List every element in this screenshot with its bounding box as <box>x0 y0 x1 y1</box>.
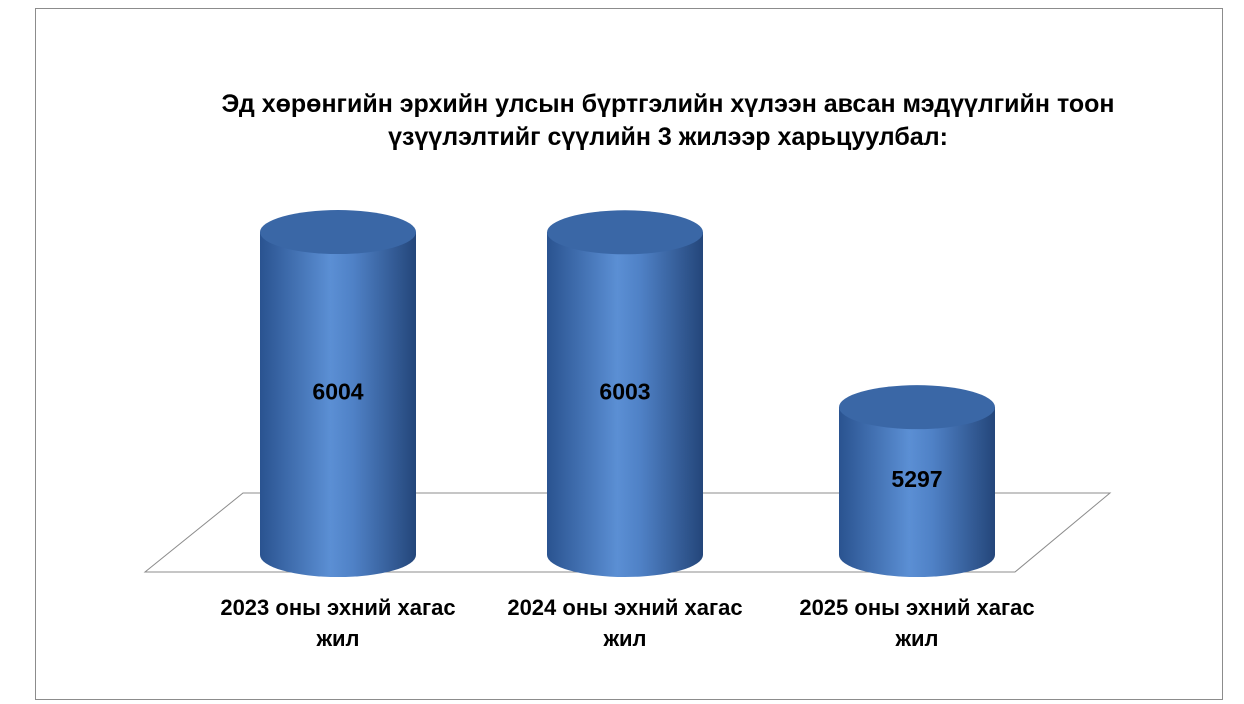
bar <box>547 210 703 577</box>
value-label: 6003 <box>599 379 650 405</box>
x-tick-label: 2023 оны эхний хагас жил <box>220 595 456 651</box>
cylinder-body <box>547 232 703 577</box>
cylinder-body <box>260 232 416 577</box>
x-tick-label: 2025 оны эхний хагас жил <box>799 595 1035 651</box>
chart-frame <box>35 8 1223 700</box>
x-tick-label: 2024 оны эхний хагас жил <box>507 595 743 651</box>
chart-title: Эд хөрөнгийн эрхийн улсын бүртгэлийн хүл… <box>221 90 1115 151</box>
bar <box>260 210 416 577</box>
value-label: 6004 <box>312 379 363 405</box>
bar <box>839 385 995 577</box>
cylinder-body <box>839 407 995 577</box>
cylinder-top <box>260 210 416 255</box>
cylinder-top <box>547 210 703 255</box>
value-label: 5297 <box>891 466 942 492</box>
cylinder-top <box>839 385 995 430</box>
